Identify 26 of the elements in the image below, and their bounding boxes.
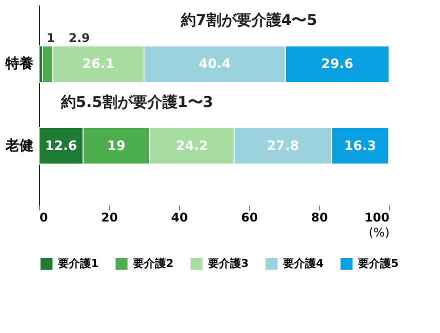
- annotation: 約7割が要介護4〜5: [180, 11, 318, 30]
- y-tick-label: 特養: [4, 55, 34, 72]
- data-label: 19: [107, 138, 126, 154]
- data-label: 24.2: [176, 138, 208, 154]
- data-label: 29.6: [321, 57, 354, 72]
- x-tick-label: 20: [101, 210, 118, 224]
- legend-label: 要介護3: [207, 256, 249, 270]
- y-tick-label: 老健: [4, 138, 34, 154]
- x-tick-label: 0: [40, 210, 48, 224]
- legend-label: 要介護2: [132, 256, 174, 270]
- data-label: 16.3: [344, 138, 376, 154]
- annotation: 約5.5割が要介護1〜3: [60, 92, 214, 111]
- x-axis-title: (%): [368, 226, 390, 240]
- data-label: 27.8: [266, 138, 299, 154]
- x-tick-label: 40: [171, 210, 188, 224]
- data-label: 26.1: [82, 57, 114, 72]
- data-label: 1: [46, 31, 55, 46]
- x-tick-label: 100: [364, 210, 390, 224]
- data-label: 40.4: [198, 57, 231, 72]
- data-label: 2.9: [68, 31, 90, 46]
- x-tick-label: 60: [241, 210, 258, 224]
- legend-label: 要介護5: [357, 256, 399, 270]
- data-label: 12.6: [45, 138, 78, 154]
- legend-label: 要介護4: [282, 256, 324, 270]
- legend-label: 要介護1: [57, 256, 99, 270]
- x-tick-label: 80: [311, 210, 328, 224]
